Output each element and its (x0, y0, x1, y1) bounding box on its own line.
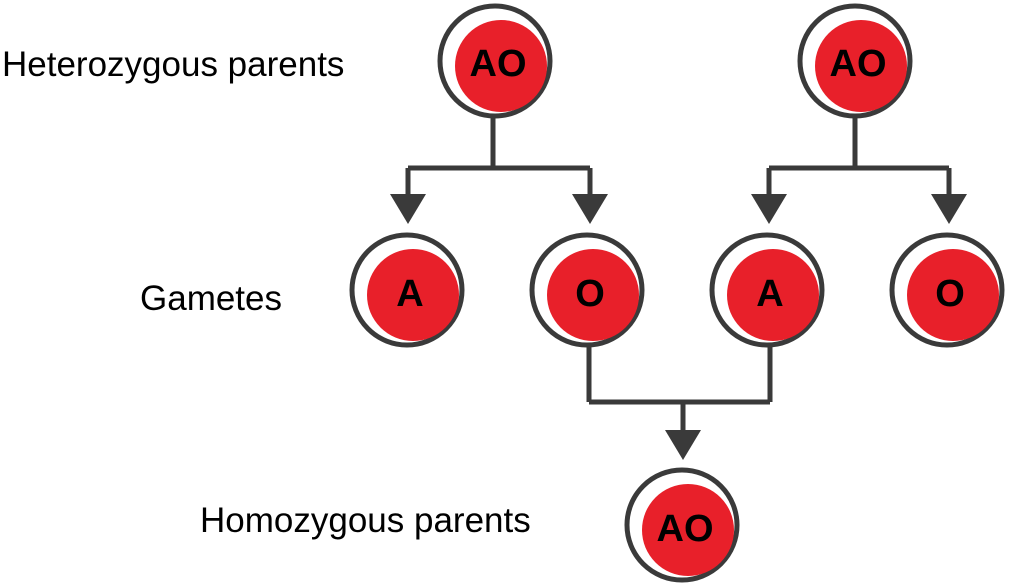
label-gametes: Gametes (140, 279, 282, 318)
label-homozygous-parents: Homozygous parents (200, 501, 531, 540)
cell-gamete-2-label: O (575, 273, 605, 315)
connector-fertilization (586, 346, 773, 460)
cell-parent-right-label: AO (830, 43, 887, 85)
cell-gamete-4: O (889, 232, 1005, 348)
connector-right-parent (751, 116, 967, 224)
label-heterozygous-parents: Heterozygous parents (2, 45, 344, 84)
arrowhead-to-gamete-3 (751, 194, 787, 224)
cell-gamete-2: O (529, 232, 645, 348)
cell-parent-right: AO (797, 3, 913, 119)
arrowhead-to-gamete-4 (931, 194, 967, 224)
cell-parent-left-label: AO (470, 43, 527, 85)
cell-gamete-4-label: O (935, 273, 965, 315)
arrowhead-to-gamete-1 (390, 194, 426, 224)
cell-offspring-label: AO (657, 508, 714, 550)
cell-offspring: AO (624, 467, 740, 583)
cell-gamete-1: A (349, 232, 465, 348)
cell-gamete-3-label: A (756, 273, 783, 315)
cell-gamete-1-label: A (396, 273, 423, 315)
connector-left-parent (390, 116, 608, 224)
cell-gamete-3: A (709, 232, 825, 348)
cell-parent-left: AO (437, 3, 553, 119)
arrowhead-to-gamete-2 (572, 194, 608, 224)
arrowhead-to-offspring (665, 430, 701, 460)
